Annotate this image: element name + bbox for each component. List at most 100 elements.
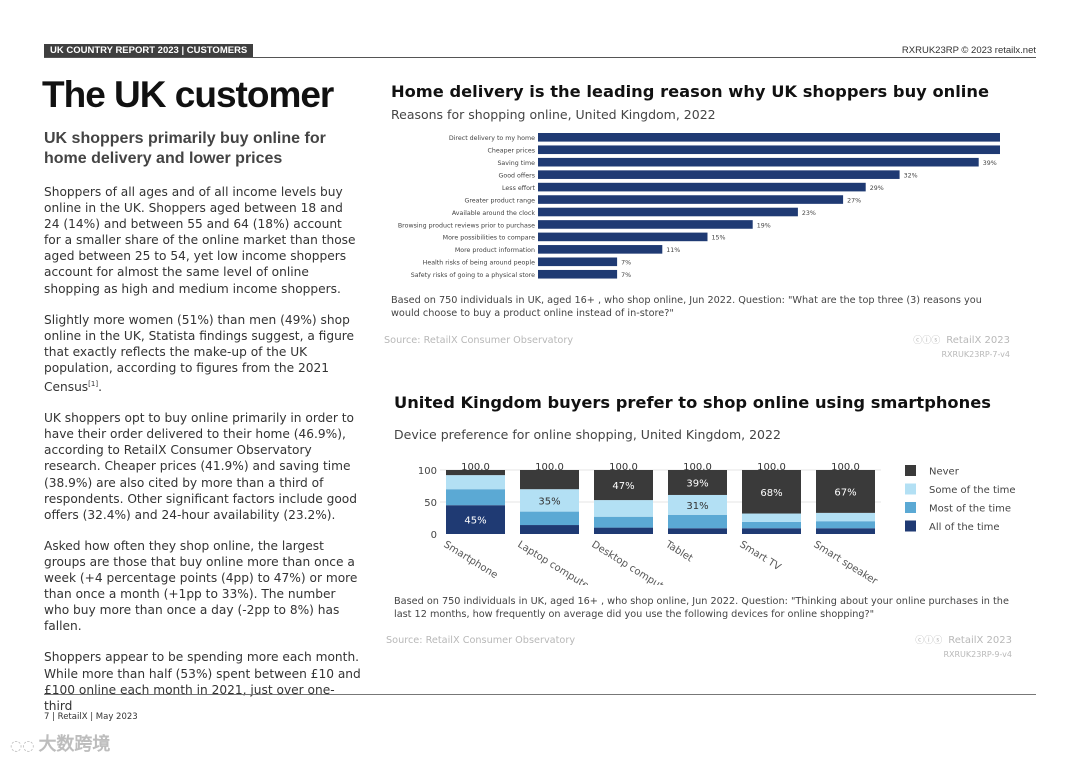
segment-label: 68% (760, 488, 782, 499)
reason-bar (538, 145, 1000, 155)
chart1-title: Home delivery is the leading reason why … (391, 82, 990, 101)
device-stacked-chart: 0 50 100 45% 100.0 Smartphone 35% 100.0 Laptop c… (418, 462, 1016, 585)
reason-label: Cheaper prices (487, 148, 535, 155)
cc-license-icon: ⓒⓘⓢ (913, 336, 941, 346)
reason-bar (538, 157, 979, 167)
device-label: Smartphone (441, 539, 499, 581)
segment-label: 47% (612, 481, 634, 492)
body-text: Shoppers of all ages and of all income l… (44, 184, 362, 729)
stack-segment (594, 470, 653, 501)
reason-bar (538, 170, 900, 179)
stack-segment (668, 470, 727, 495)
stack-segment (668, 528, 727, 534)
device-label: Desktop computer (589, 539, 674, 585)
y-tick-label: 50 (424, 498, 437, 509)
watermark: ◌◌ 大数跨境 (10, 730, 110, 756)
stack-segment (594, 500, 653, 517)
stack-segment (446, 489, 505, 506)
column-total: 100.0 (535, 462, 564, 473)
reason-value: 7% (621, 260, 631, 267)
reason-label: Browsing product reviews prior to purcha… (398, 222, 535, 229)
reason-value: 29% (870, 185, 884, 192)
segment-label: 31% (686, 501, 708, 512)
reason-bar (538, 220, 753, 229)
reason-value: 7% (621, 272, 631, 279)
legend-label: Some of the time (929, 485, 1016, 496)
chart1-subtitle: Reasons for shopping online, United King… (391, 107, 716, 122)
device-label: Smart TV (737, 539, 782, 573)
chart2-code: RXRUK23RP-9-v4 (943, 650, 1012, 659)
paragraph-3: UK shoppers opt to buy online primarily … (44, 411, 357, 522)
stack-segment (594, 527, 653, 534)
page-subtitle: UK shoppers primarily buy online for hom… (44, 130, 326, 167)
reason-value: 27% (847, 197, 861, 204)
column-total: 100.0 (609, 462, 638, 473)
report-reference: RXRUK23RP © 2023 retailx.net (901, 45, 1036, 56)
stack-segment (520, 525, 579, 534)
chart1-brand: ⓒⓘⓢ RetailX 2023 RXRUK23RP-7-v4 (913, 334, 1010, 361)
chart2-source: Source: RetailX Consumer Observatory (386, 635, 576, 646)
reason-label: Safety risks of going to a physical stor… (411, 272, 535, 279)
reason-label: More possibilities to compare (443, 235, 535, 242)
reason-bar (538, 245, 663, 254)
reason-label: Available around the clock (452, 210, 536, 217)
reason-value: 15% (712, 235, 726, 242)
reason-bar (538, 257, 618, 267)
stack-segment (816, 528, 875, 534)
stack-segment (668, 514, 727, 529)
stack-segment (668, 494, 727, 515)
paragraph-5: Shoppers appear to be spending more each… (44, 650, 361, 713)
chart1-source: Source: RetailX Consumer Observatory (384, 335, 574, 346)
stack-segment (520, 470, 579, 490)
stack-segment (446, 470, 505, 476)
chart2-title: United Kingdom buyers prefer to shop onl… (394, 393, 991, 412)
device-label: Laptop computer (515, 539, 594, 585)
footer-rule (44, 694, 1036, 695)
column-total: 100.0 (683, 462, 712, 473)
page-footer: 7 | RetailX | May 2023 (44, 712, 138, 722)
stack-segment (742, 528, 801, 534)
stack-segment (816, 470, 875, 513)
y-tick-label: 100 (418, 466, 437, 477)
legend-label: Most of the time (929, 504, 1011, 515)
stack-segment (520, 489, 579, 512)
legend-label: Never (929, 467, 960, 478)
segment-label: 35% (538, 496, 560, 507)
chart2-brand: ⓒⓘⓢ RetailX 2023 RXRUK23RP-9-v4 (915, 634, 1012, 661)
segment-label: 39% (686, 478, 708, 489)
reason-label: Good offers (498, 172, 535, 179)
stack-segment (446, 475, 505, 490)
stack-segment (742, 513, 801, 522)
reason-bar (538, 207, 798, 217)
legend-swatch (905, 502, 916, 513)
cc-license-icon: ⓒⓘⓢ (915, 636, 943, 646)
stack-segment (742, 470, 801, 514)
legend-swatch (905, 520, 916, 532)
reason-label: Direct delivery to my home (449, 135, 535, 142)
device-label: Smart speaker (811, 539, 879, 585)
chart1-brand-label: RetailX 2023 (946, 335, 1010, 346)
reason-label: More product information (455, 247, 535, 254)
reason-bar (538, 195, 844, 204)
column-total: 100.0 (831, 462, 860, 473)
paragraph-1: Shoppers of all ages and of all income l… (44, 185, 356, 296)
legend-swatch (905, 465, 916, 476)
chart1-note: Based on 750 individuals in UK, aged 16+… (391, 295, 982, 319)
y-tick-label: 0 (431, 530, 437, 541)
reason-value: 19% (757, 222, 771, 229)
stack-segment (446, 505, 505, 534)
reasons-bar-chart: Direct delivery to my home47%Cheaper pri… (398, 133, 1000, 279)
paragraph-2-text: Slightly more women (51%) than men (49%)… (44, 312, 355, 395)
column-total: 100.0 (757, 462, 786, 473)
reason-value: 39% (983, 160, 997, 167)
chart2-subtitle: Device preference for online shopping, U… (394, 427, 781, 442)
chart2-brand-label: RetailX 2023 (948, 635, 1012, 646)
watermark-text: 大数跨境 (38, 734, 111, 755)
paragraph-4: Asked how often they shop online, the la… (44, 538, 358, 634)
segment-label: 45% (464, 516, 486, 527)
footnote-ref[interactable]: [1] (88, 380, 99, 389)
reason-value: 23% (802, 210, 816, 217)
reason-label: Saving time (497, 160, 535, 167)
reason-bar (538, 133, 1000, 142)
reason-label: Greater product range (464, 197, 535, 204)
